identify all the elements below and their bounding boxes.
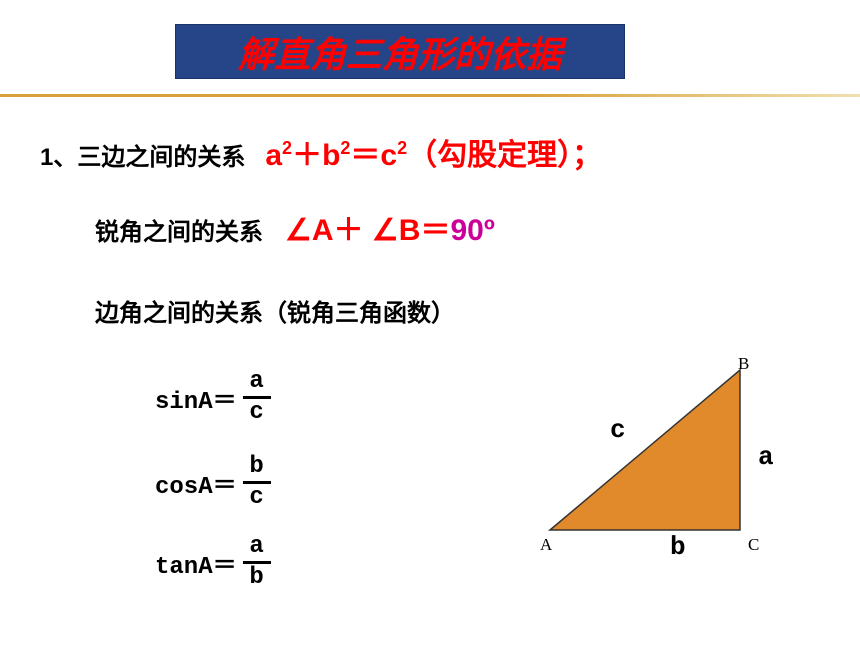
pythagoras-note: （勾股定理）； bbox=[407, 139, 602, 172]
row-sides-relation: 1、三边之间的关系 a2＋b2＝c2（勾股定理）； bbox=[40, 130, 602, 174]
tan-fn: tanA＝ bbox=[155, 545, 237, 581]
divider bbox=[0, 94, 860, 97]
tan-num: a bbox=[243, 535, 269, 561]
cos-fn: cosA＝ bbox=[155, 465, 237, 501]
op-eq: ＝ bbox=[350, 139, 380, 172]
title-box: 解直角三角形的依据 bbox=[175, 24, 625, 79]
triangle-shape bbox=[550, 370, 740, 530]
tan-fraction: a b bbox=[243, 535, 271, 590]
sin-fraction: a c bbox=[243, 370, 271, 425]
vertex-c: C bbox=[748, 535, 759, 555]
label-trig: 边角之间的关系（锐角三角函数） bbox=[95, 293, 455, 328]
op-plus: ＋ bbox=[292, 139, 322, 172]
tan-formula: tanA＝ a b bbox=[155, 535, 271, 590]
cos-num: b bbox=[243, 455, 269, 481]
var-c: c bbox=[380, 139, 397, 172]
tan-den: b bbox=[243, 564, 269, 590]
sin-num: a bbox=[243, 370, 269, 396]
var-a: a bbox=[265, 139, 282, 172]
side-a: a bbox=[758, 442, 774, 472]
label-sides: 1、三边之间的关系 bbox=[40, 137, 245, 172]
pythagoras-formula: a2＋b2＝c2（勾股定理）； bbox=[265, 130, 602, 174]
cos-den: c bbox=[243, 484, 269, 510]
sin-formula: sinA＝ a c bbox=[155, 370, 271, 425]
cos-formula: cosA＝ b c bbox=[155, 455, 271, 510]
var-b: b bbox=[322, 139, 340, 172]
triangle-diagram: A B C c a b bbox=[540, 360, 800, 560]
label-angles: 锐角之间的关系 bbox=[95, 212, 263, 247]
angle-sum: ∠A＋ ∠B＝ bbox=[285, 214, 450, 247]
row-angles-relation: 锐角之间的关系 ∠A＋ ∠B＝90º bbox=[95, 205, 495, 249]
vertex-a: A bbox=[540, 535, 552, 555]
ninety-deg: 90º bbox=[450, 214, 494, 247]
side-b: b bbox=[670, 532, 686, 562]
sin-fn: sinA＝ bbox=[155, 380, 237, 416]
angles-formula: ∠A＋ ∠B＝90º bbox=[285, 205, 495, 249]
vertex-b: B bbox=[738, 354, 749, 374]
page-title: 解直角三角形的依据 bbox=[238, 26, 562, 78]
cos-fraction: b c bbox=[243, 455, 271, 510]
sin-den: c bbox=[243, 399, 269, 425]
side-c: c bbox=[610, 415, 626, 445]
